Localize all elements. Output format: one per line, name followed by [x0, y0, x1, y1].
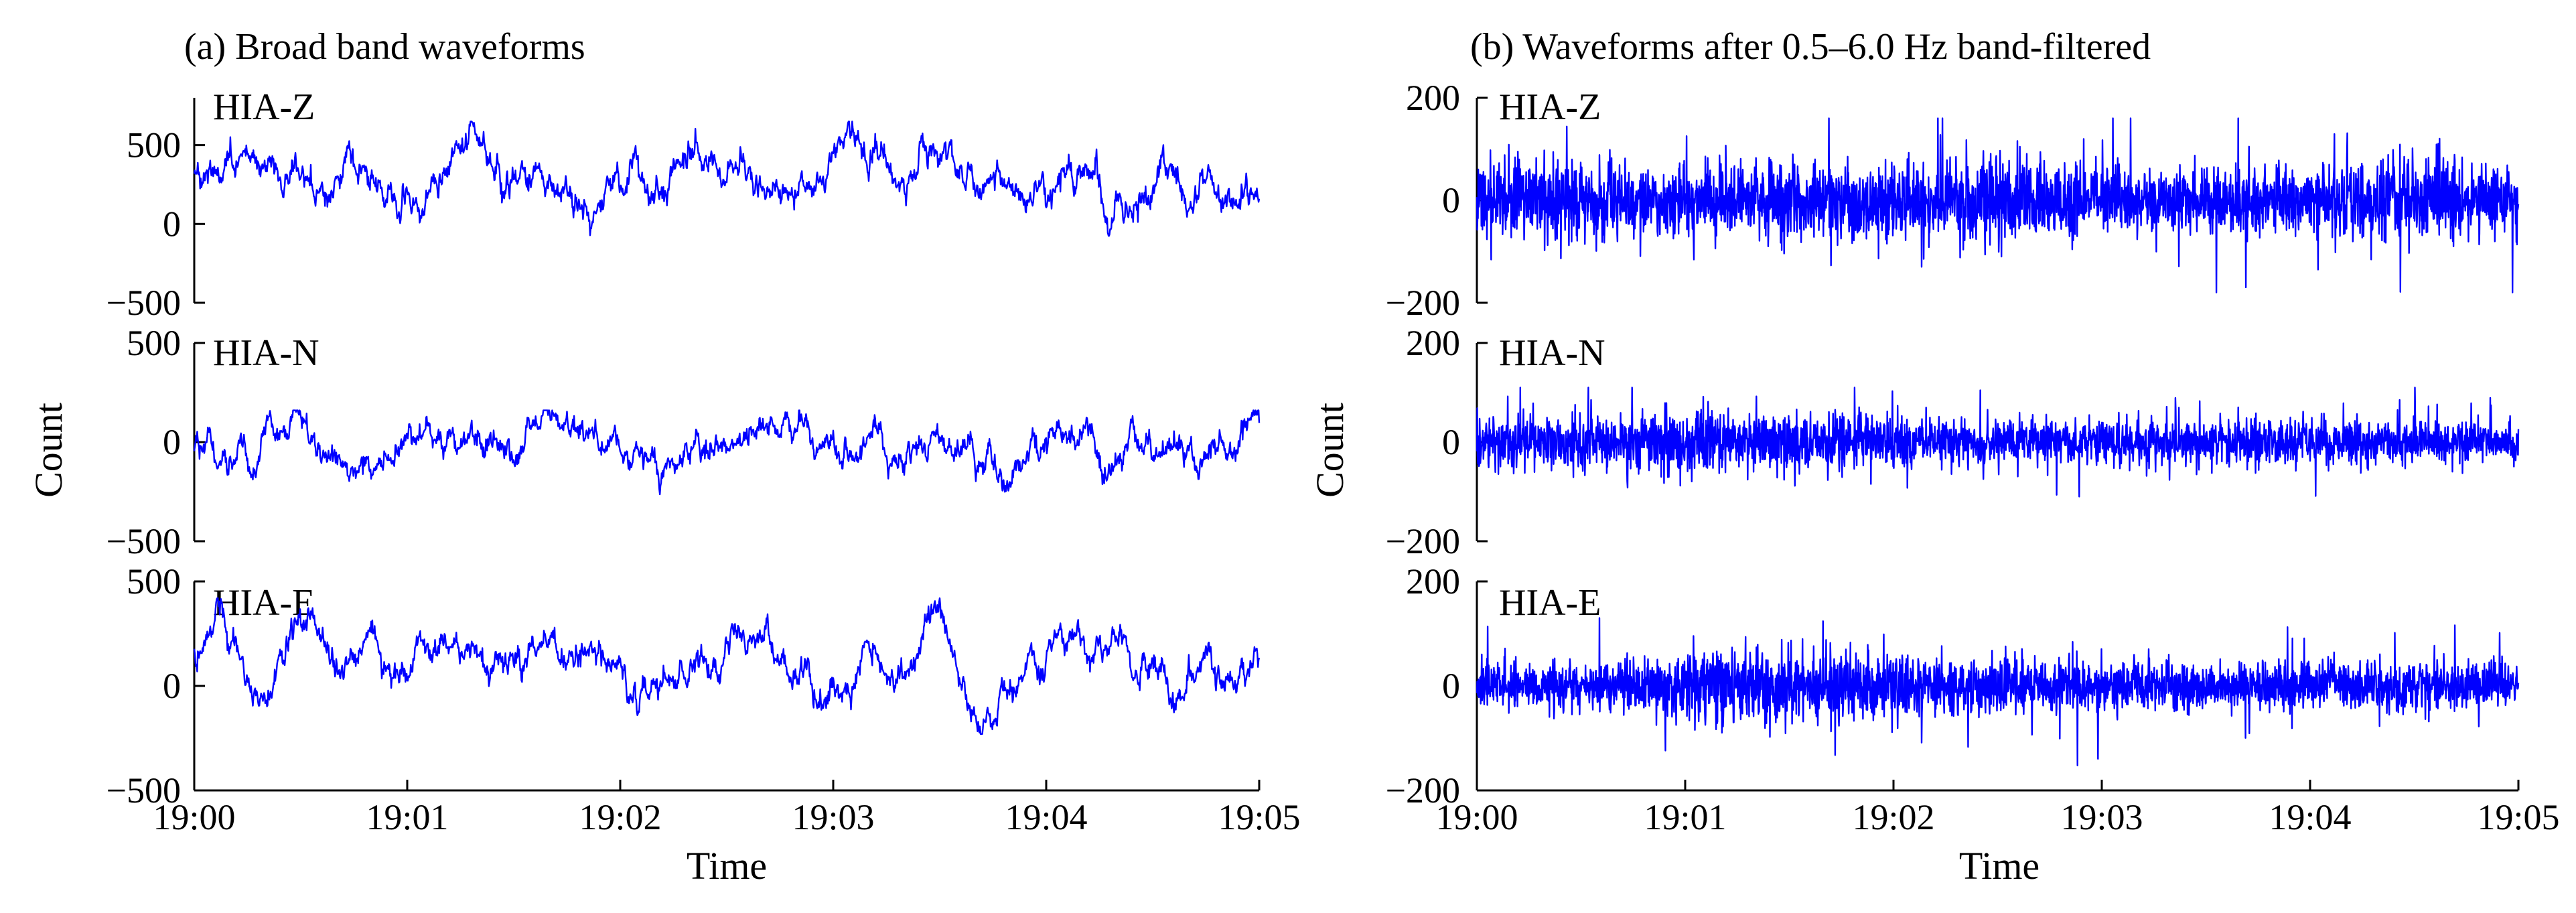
- panel-a-hia-z-trace: [193, 121, 1261, 237]
- panel-b-x-tick-label: 19:00: [1435, 797, 1518, 837]
- panel-a-x-tick-label: 19:03: [792, 797, 874, 837]
- panel-a-hia-n-y-tick-label: 0: [163, 422, 181, 462]
- panel-b-y-axis-title: Count: [1308, 403, 1352, 498]
- panel-b-hia-z-label: HIA-Z: [1499, 86, 1601, 128]
- panel-a-x-tick-label: 19:01: [366, 797, 448, 837]
- panel-b-hia-z-y-tick-label: 200: [1406, 78, 1460, 118]
- panel-a-hia-z-y-tick-label: −500: [106, 283, 181, 323]
- panel-b-hia-e-y-tick-label: 0: [1442, 666, 1460, 706]
- panel-a-x-tick-label: 19:00: [153, 797, 235, 837]
- panel-b-hia-e-y-tick-label: −200: [1386, 770, 1460, 811]
- panel-a-x-axis-title: Time: [687, 844, 767, 888]
- panel-b-hia-n-y-tick-label: 0: [1442, 422, 1460, 462]
- panel-b-x-axis-title: Time: [1959, 844, 2040, 888]
- plot-area: 500 0 −500 HIA-Z 500 0 −500 HIA-N 500 0 −500 HIA-E 1…: [106, 78, 2560, 837]
- panel-b-hia-z-trace: [1476, 117, 2520, 293]
- panel-a-hia-n-subplot: 500 0 −500 HIA-N: [106, 323, 1261, 561]
- panel-b-hia-n-trace: [1476, 387, 2520, 498]
- panel-a-hia-n-y-tick-label: −500: [106, 521, 181, 561]
- panel-a-hia-z-subplot: 500 0 −500 HIA-Z: [106, 86, 1261, 323]
- panel-b-hia-n-subplot: 200 0 −200 HIA-N: [1386, 323, 2520, 561]
- panel-b-hia-e-y-tick-label: 200: [1406, 561, 1460, 602]
- panel-a-hia-e-y-tick-label: 500: [127, 561, 181, 602]
- panel-a-hia-e-y-tick-label: −500: [106, 770, 181, 811]
- panel-a-y-axis-title: Count: [27, 403, 70, 498]
- panel-b-hia-z-y-tick-label: −200: [1386, 283, 1460, 323]
- panel-a-title: (a) Broad band waveforms: [184, 26, 585, 68]
- panel-b-hia-e-subplot: 200 0 −200 HIA-E: [1386, 561, 2520, 811]
- panel-a-hia-n-y-tick-label: 500: [127, 323, 181, 363]
- panel-b-x-tick-label: 19:05: [2477, 797, 2559, 837]
- panel-b-hia-e-label: HIA-E: [1499, 582, 1601, 624]
- panel-b-x-tick-label: 19:01: [1644, 797, 1726, 837]
- panel-b-hia-n-y-tick-label: −200: [1386, 521, 1460, 561]
- panel-a-x-tick-label: 19:02: [579, 797, 661, 837]
- panel-b-hia-n-y-tick-label: 200: [1406, 323, 1460, 363]
- panel-a-hia-e-trace: [193, 597, 1261, 735]
- panel-b-hia-z-y-tick-label: 0: [1442, 180, 1460, 220]
- panel-a-hia-z-y-tick-label: 500: [127, 125, 181, 165]
- panel-b: 200 0 −200 HIA-Z 200 0 −200 HIA-N 200 0 −200 HIA-E 1…: [1386, 78, 2560, 837]
- panel-a-hia-e-y-tick-label: 0: [163, 666, 181, 706]
- panel-a: 5000−500HIA-Z5000−500HIA-N5000−500HIA-E1…: [106, 86, 1301, 837]
- panel-b-hia-e-trace: [1476, 617, 2520, 766]
- panel-b-x-tick-label: 19:02: [1852, 797, 1934, 837]
- panel-a-hia-n-label: HIA-N: [213, 332, 319, 374]
- panel-a-x-tick-label: 19:04: [1005, 797, 1087, 837]
- panel-a-hia-n-trace: [193, 409, 1261, 496]
- panel-b-hia-z-subplot: 200 0 −200 HIA-Z: [1386, 78, 2520, 323]
- panel-a-x-tick-label: 19:05: [1218, 797, 1300, 837]
- panel-b-hia-n-label: HIA-N: [1499, 332, 1605, 374]
- panel-b-x-tick-label: 19:03: [2060, 797, 2143, 837]
- panel-b-x-tick-label: 19:04: [2269, 797, 2351, 837]
- panel-a-hia-z-y-tick-label: 0: [163, 204, 181, 244]
- panel-a-hia-z-label: HIA-Z: [213, 86, 315, 128]
- panel-b-title: (b) Waveforms after 0.5–6.0 Hz band-filt…: [1470, 26, 2151, 68]
